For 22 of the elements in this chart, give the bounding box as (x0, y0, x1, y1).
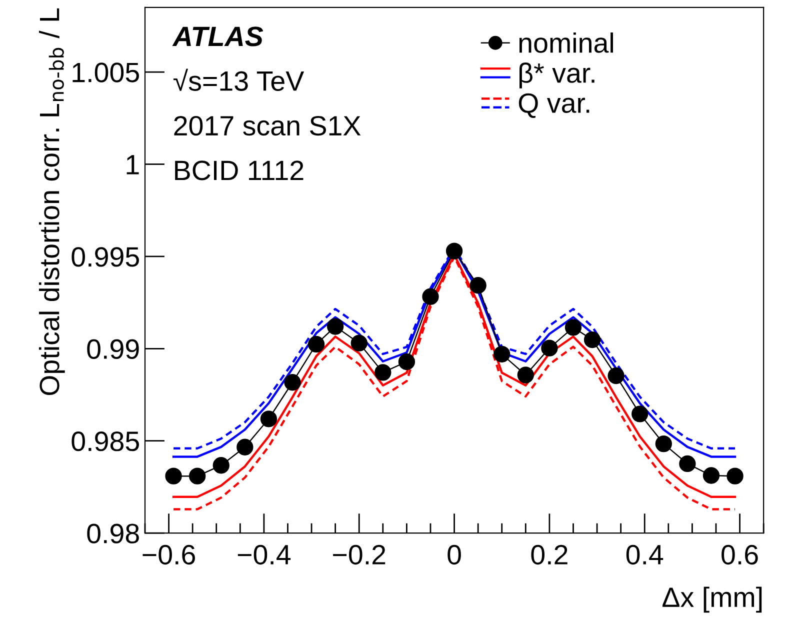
annotation: 2017 scan S1X (174, 116, 361, 136)
x-tick-label: 0.2 (531, 544, 568, 565)
y-tick-label: 1 (126, 155, 139, 174)
legend-label: Q var. (518, 93, 590, 118)
x-axis-title: Δx [mm] (662, 586, 762, 613)
y-tick-label: 0.98 (87, 524, 139, 544)
legend-label: β* var. (520, 62, 594, 88)
annotation: BCID 1112 (175, 160, 304, 180)
y-axis-title: Optical distortion corr. L$_{no-bb}$ / L (38, 8, 65, 396)
x-tick-label: 0.4 (626, 544, 664, 565)
y-tick-label: 1.005 (72, 62, 139, 82)
x-tick-label: −0.2 (333, 544, 386, 565)
x-tick-label: −0.4 (238, 544, 291, 565)
x-tick-label: −0.6 (142, 544, 195, 565)
annotation: ATLAS (172, 26, 264, 46)
y-tick-label: 0.985 (72, 432, 139, 452)
y-tick-label: 0.99 (87, 339, 139, 359)
y-tick-label: 0.995 (72, 247, 139, 267)
legend-label: nominal (519, 32, 614, 53)
x-tick-label: 0 (448, 544, 461, 565)
x-tick-label: 0.6 (722, 544, 758, 565)
annotation: √s=13 TeV (174, 68, 304, 91)
